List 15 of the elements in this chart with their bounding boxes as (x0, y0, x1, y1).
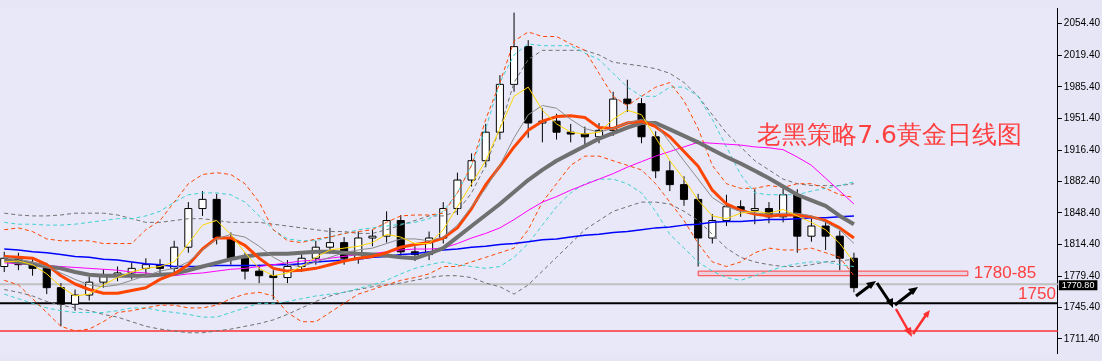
y-tick-label: 1916.40 (1063, 143, 1101, 155)
y-tick-label: 1779.40 (1063, 270, 1101, 282)
y-tick-label: 1848.40 (1063, 206, 1101, 218)
y-tick-label: 1745.40 (1063, 301, 1101, 313)
y-tick-label: 1882.40 (1063, 175, 1101, 187)
y-tick-label: 2054.40 (1063, 17, 1101, 29)
ref-line-label: 1750 (1018, 283, 1056, 303)
y-tick-label: 1711.40 (1063, 332, 1100, 344)
y-tick-label: 1951.40 (1063, 111, 1101, 123)
y-tick-label: 1814.40 (1063, 237, 1101, 249)
text: 老黑策略7.6黄金日线图 (757, 119, 1022, 151)
ref-line-label: 1770.80 (1061, 279, 1095, 290)
y-tick-label: 2019.40 (1063, 49, 1101, 61)
band-label: 1780-85 (973, 263, 1037, 283)
y-tick-label: 1985.40 (1063, 80, 1101, 92)
